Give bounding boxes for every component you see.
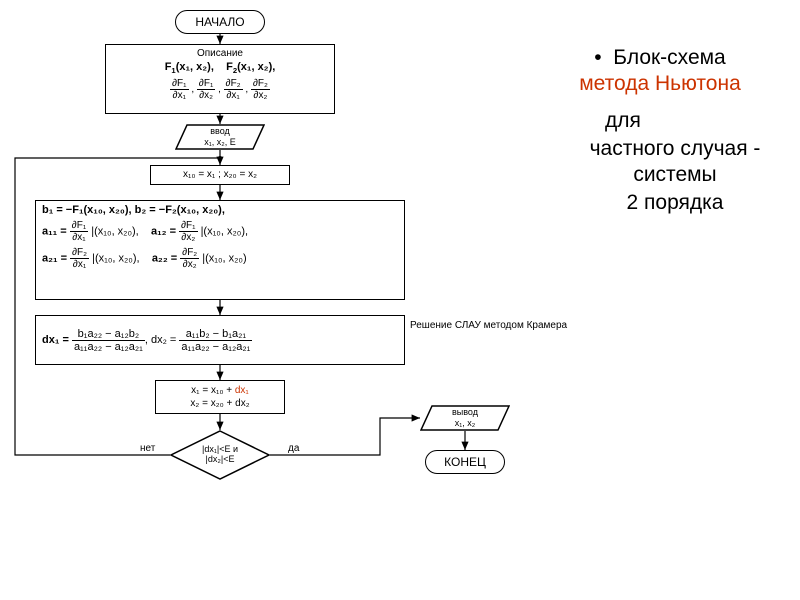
desc-title: Описание xyxy=(112,48,328,59)
annotation-cramer: Решение СЛАУ методом Крамера xyxy=(410,320,567,331)
decision-no-label: нет xyxy=(140,443,155,454)
decision-yes-label: да xyxy=(288,443,299,454)
input-sub: x₁, x₂, E xyxy=(175,137,265,148)
node-input: ввод x₁, x₂, E xyxy=(175,124,265,150)
node-output: вывод x₁, x₂ xyxy=(420,405,510,431)
side-line-3: частного случая - системы xyxy=(575,136,775,189)
end-label: КОНЕЦ xyxy=(444,455,486,469)
node-compute-jacobian: b₁ = −F₁(x₁₀, x₂₀), b₂ = −F₂(x₁₀, x₂₀), … xyxy=(35,200,405,300)
side-line-4: 2 порядка xyxy=(575,190,775,216)
node-assign-initial: x₁₀ = x₁ ; x₂₀ = x₂ xyxy=(150,165,290,185)
start-label: НАЧАЛО xyxy=(195,15,244,29)
input-label: ввод xyxy=(175,126,265,137)
side-line-2: для xyxy=(605,108,641,134)
output-label: вывод xyxy=(420,407,510,418)
node-update: x₁ = x₁₀ + dx₁ x₂ = x₂₀ + dx₂ xyxy=(155,380,285,414)
node-cramer: dx₁ = b₁a₂₂ − a₁₂b₂ a₁₁a₂₂ − a₁₂a₂₁ , dx… xyxy=(35,315,405,365)
node-end: КОНЕЦ xyxy=(425,450,505,474)
side-title: • Блок-схема метода Ньютона xyxy=(540,45,780,98)
flowchart-canvas: НАЧАЛО Описание F1(x₁, x₂), F2(x₁, x₂), … xyxy=(0,0,800,600)
node-description: Описание F1(x₁, x₂), F2(x₁, x₂), ∂F₁∂x₁ … xyxy=(105,44,335,114)
output-sub: x₁, x₂ xyxy=(420,418,510,429)
node-decision: |dx₁|<E и |dx₂|<E xyxy=(170,430,270,480)
node-start: НАЧАЛО xyxy=(175,10,265,34)
